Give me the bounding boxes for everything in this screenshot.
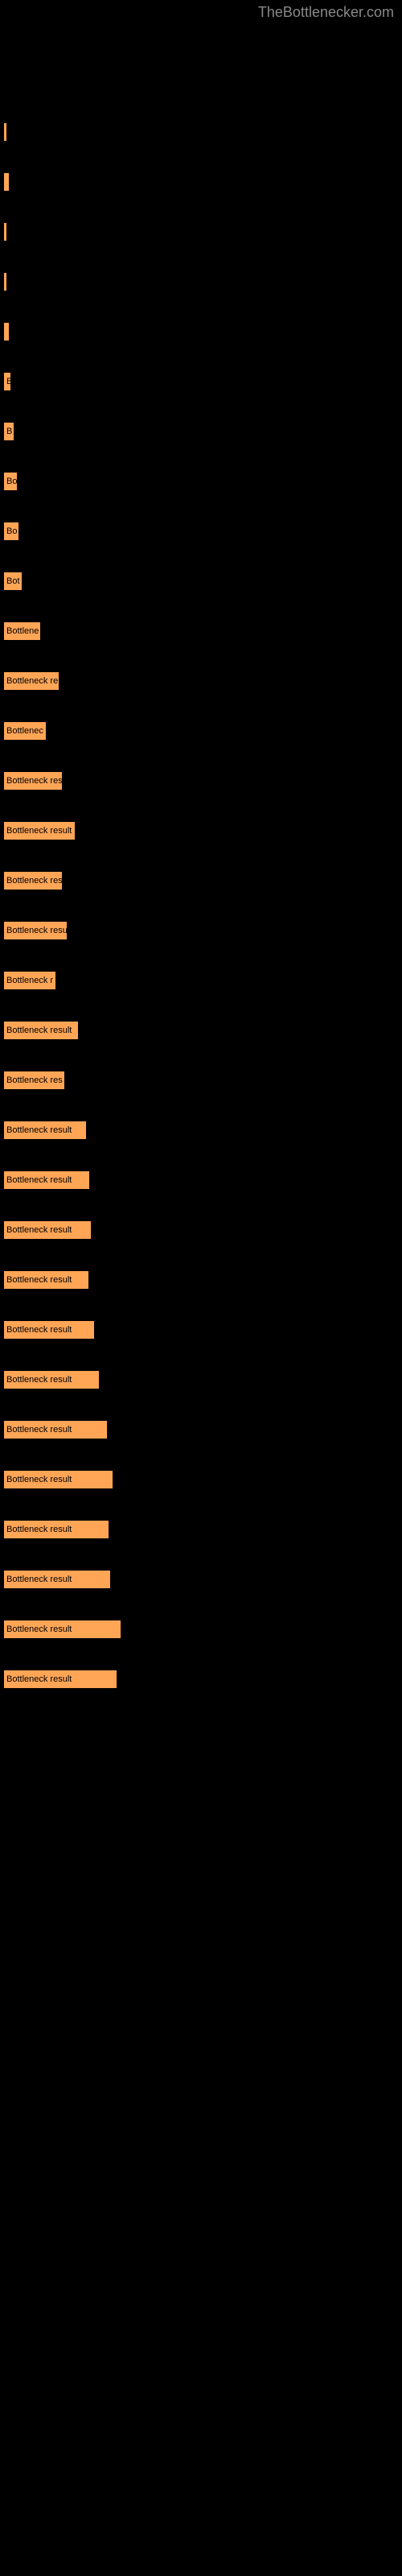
bar-row	[4, 173, 402, 191]
bar: Bottleneck r	[4, 972, 55, 989]
bar-row: Bo	[4, 522, 402, 540]
bar-row: Bottleneck result	[4, 1121, 402, 1139]
bar-row: Bottleneck result	[4, 1022, 402, 1039]
bar: Bottleneck result	[4, 1620, 121, 1638]
watermark-text: TheBottlenecker.com	[258, 4, 394, 21]
bar-row: Bottleneck res	[4, 1071, 402, 1089]
bar: Bottleneck result	[4, 1321, 94, 1339]
bar: B	[4, 423, 14, 440]
bar: Bottleneck result	[4, 1670, 117, 1688]
bar-row: Bottleneck result	[4, 1670, 402, 1688]
bar-row	[4, 123, 402, 141]
chart-container: B B Bo Bo Bot Bottlene Bottleneck re Bottlenec B…	[0, 0, 402, 1688]
bar-row: Bottleneck result	[4, 1471, 402, 1488]
bar: Bottleneck result	[4, 1471, 113, 1488]
bar	[4, 273, 6, 291]
bar-row: Bottleneck result	[4, 1521, 402, 1538]
bar-row: Bottleneck res	[4, 872, 402, 890]
bar-row: Bottleneck r	[4, 972, 402, 989]
bar-row: Bottlenec	[4, 722, 402, 740]
bar-row: Bottleneck result	[4, 1171, 402, 1189]
bar-row: Bottleneck result	[4, 1221, 402, 1239]
bar	[4, 123, 6, 141]
bar: Bottleneck result	[4, 1371, 99, 1389]
bar-row	[4, 323, 402, 341]
bar	[4, 323, 9, 341]
bar: Bot	[4, 572, 22, 590]
bar: Bottleneck result	[4, 1271, 88, 1289]
bar: Bottlenec	[4, 722, 46, 740]
bar: Bottlene	[4, 622, 40, 640]
bar: Bottleneck result	[4, 1221, 91, 1239]
bar: Bo	[4, 522, 18, 540]
bar-row	[4, 273, 402, 291]
bar: Bottleneck re	[4, 672, 59, 690]
bar: Bottleneck resu	[4, 922, 67, 939]
bar-row: Bottleneck result	[4, 1571, 402, 1588]
bar-row: B	[4, 373, 402, 390]
bar-row: Bot	[4, 572, 402, 590]
bar: Bottleneck result	[4, 1521, 109, 1538]
bar: Bottleneck res	[4, 872, 62, 890]
bar-row: Bottleneck result	[4, 822, 402, 840]
bar: B	[4, 373, 10, 390]
bar: Bottleneck res	[4, 772, 62, 790]
bar: Bottleneck result	[4, 1121, 86, 1139]
bar-row: Bottleneck res	[4, 772, 402, 790]
bar: Bottleneck result	[4, 822, 75, 840]
bar	[4, 223, 6, 241]
bar-row: Bottleneck resu	[4, 922, 402, 939]
bar-row: Bottleneck result	[4, 1421, 402, 1439]
bar-row: Bottlene	[4, 622, 402, 640]
bar: Bottleneck result	[4, 1171, 89, 1189]
bar-row	[4, 223, 402, 241]
bar-row: Bottleneck result	[4, 1321, 402, 1339]
bar-row: Bottleneck result	[4, 1371, 402, 1389]
bar-row: Bo	[4, 473, 402, 490]
bar: Bo	[4, 473, 17, 490]
bar: Bottleneck result	[4, 1571, 110, 1588]
bar-row: B	[4, 423, 402, 440]
bar-row: Bottleneck re	[4, 672, 402, 690]
bar: Bottleneck res	[4, 1071, 64, 1089]
bar: Bottleneck result	[4, 1421, 107, 1439]
bar	[4, 173, 9, 191]
bar: Bottleneck result	[4, 1022, 78, 1039]
bar-row: Bottleneck result	[4, 1620, 402, 1638]
bar-row: Bottleneck result	[4, 1271, 402, 1289]
